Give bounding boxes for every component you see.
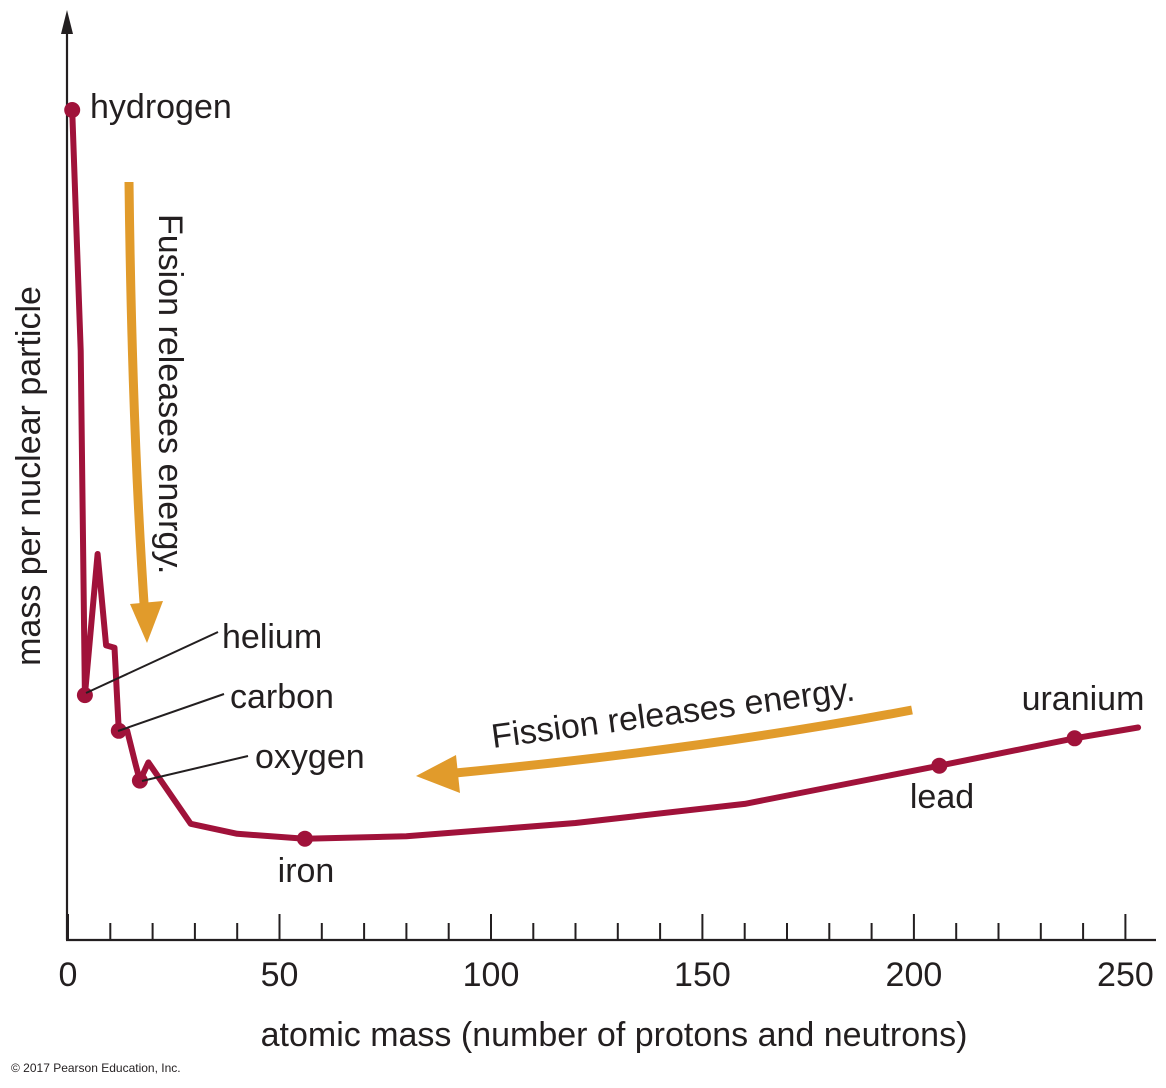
x-tick-label-150: 150 <box>674 956 731 994</box>
point-labels: hydrogen helium carbon oxygen iron lead … <box>90 88 1144 890</box>
x-tick-label-100: 100 <box>463 956 520 994</box>
y-axis-title: mass per nuclear particle <box>10 286 48 666</box>
helium-point <box>76 687 93 704</box>
leader-lines <box>85 631 249 782</box>
fusion-arrow-shaft <box>124 181 150 619</box>
oxygen-label: oxygen <box>255 738 365 776</box>
x-tick-label-50: 50 <box>261 956 299 994</box>
lead-label: lead <box>910 778 974 816</box>
fusion-annotation: Fusion releases energy. <box>124 181 189 643</box>
x-tick-label-250: 250 <box>1097 956 1154 994</box>
oxygen-leader-line <box>141 755 249 782</box>
fission-arrowhead <box>416 755 460 793</box>
fission-annotation: Fission releases energy. <box>416 670 913 793</box>
x-tick-label-0: 0 <box>59 956 78 994</box>
fusion-annotation-text: Fusion releases energy. <box>151 214 189 574</box>
fusion-arrowhead <box>130 601 163 643</box>
helium-label: helium <box>222 618 322 656</box>
mass-per-particle-curve <box>69 107 1142 842</box>
carbon-label: carbon <box>230 678 334 716</box>
lead-point <box>931 757 948 774</box>
axes <box>61 10 1156 942</box>
copyright-notice: © 2017 Pearson Education, Inc. <box>11 1061 181 1075</box>
hydrogen-label: hydrogen <box>90 88 232 126</box>
x-ticks <box>67 914 1127 940</box>
iron-label: iron <box>278 852 335 890</box>
oxygen-point <box>131 772 148 789</box>
iron-point <box>296 830 313 847</box>
fission-arrow-shaft <box>444 705 913 779</box>
y-axis-arrowhead <box>61 10 73 34</box>
x-axis-title: atomic mass (number of protons and neutr… <box>261 1016 968 1054</box>
x-tick-labels: 0 50 100 150 200 250 <box>59 956 1154 994</box>
hydrogen-point <box>64 102 81 118</box>
carbon-leader-line <box>117 693 225 732</box>
uranium-label: uranium <box>1022 680 1145 718</box>
uranium-point <box>1066 730 1083 747</box>
helium-leader-line <box>85 631 219 694</box>
fission-annotation-text: Fission releases energy. <box>489 670 857 755</box>
x-tick-label-200: 200 <box>886 956 943 994</box>
